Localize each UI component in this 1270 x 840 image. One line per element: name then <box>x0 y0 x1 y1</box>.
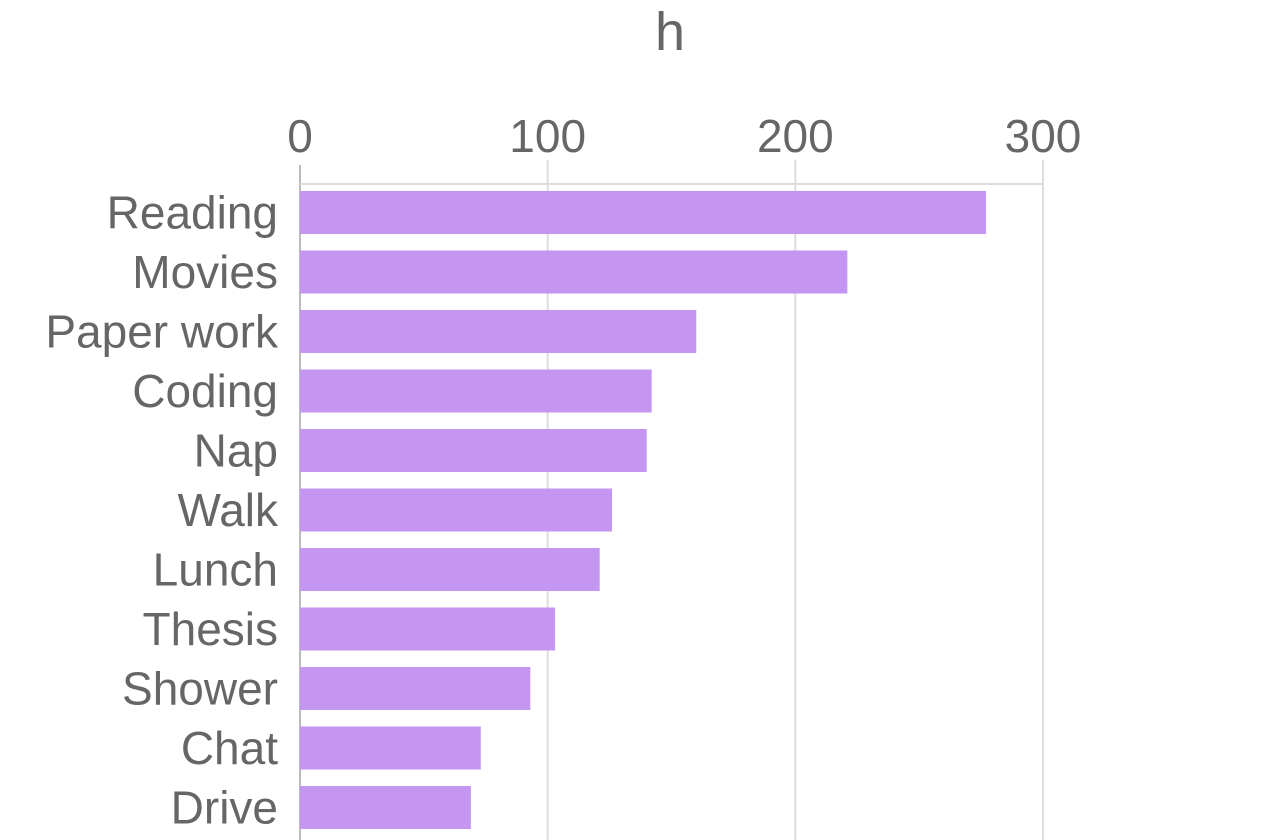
category-labels: Reading Movies Paper work Coding Nap Wal… <box>45 187 279 834</box>
bar <box>300 548 600 591</box>
x-tick-label: 100 <box>509 110 586 162</box>
bar <box>300 488 613 532</box>
bar <box>300 607 556 651</box>
category-label: Chat <box>181 722 278 774</box>
bar <box>300 310 697 353</box>
x-tick-label: 200 <box>757 110 834 162</box>
x-tick-label: 0 <box>287 110 313 162</box>
bar <box>300 191 987 234</box>
category-label: Reading <box>107 187 278 239</box>
category-label: Paper work <box>45 306 279 358</box>
bar <box>300 786 471 829</box>
category-label: Walk <box>177 484 279 536</box>
x-tick-labels: 0 100 200 300 <box>287 110 1081 162</box>
bar <box>300 667 531 710</box>
bars <box>300 191 987 829</box>
category-label: Coding <box>132 365 278 417</box>
category-label: Movies <box>132 246 278 298</box>
category-label: Drive <box>171 782 278 834</box>
bar <box>300 429 647 472</box>
category-label: Nap <box>194 425 278 477</box>
bar <box>300 369 652 413</box>
bar <box>300 726 481 770</box>
chart-title: h <box>655 2 685 62</box>
category-label: Shower <box>122 663 278 715</box>
category-label: Lunch <box>153 544 278 596</box>
x-tick-label: 300 <box>1005 110 1082 162</box>
category-label: Thesis <box>143 603 278 655</box>
bar <box>300 250 848 294</box>
